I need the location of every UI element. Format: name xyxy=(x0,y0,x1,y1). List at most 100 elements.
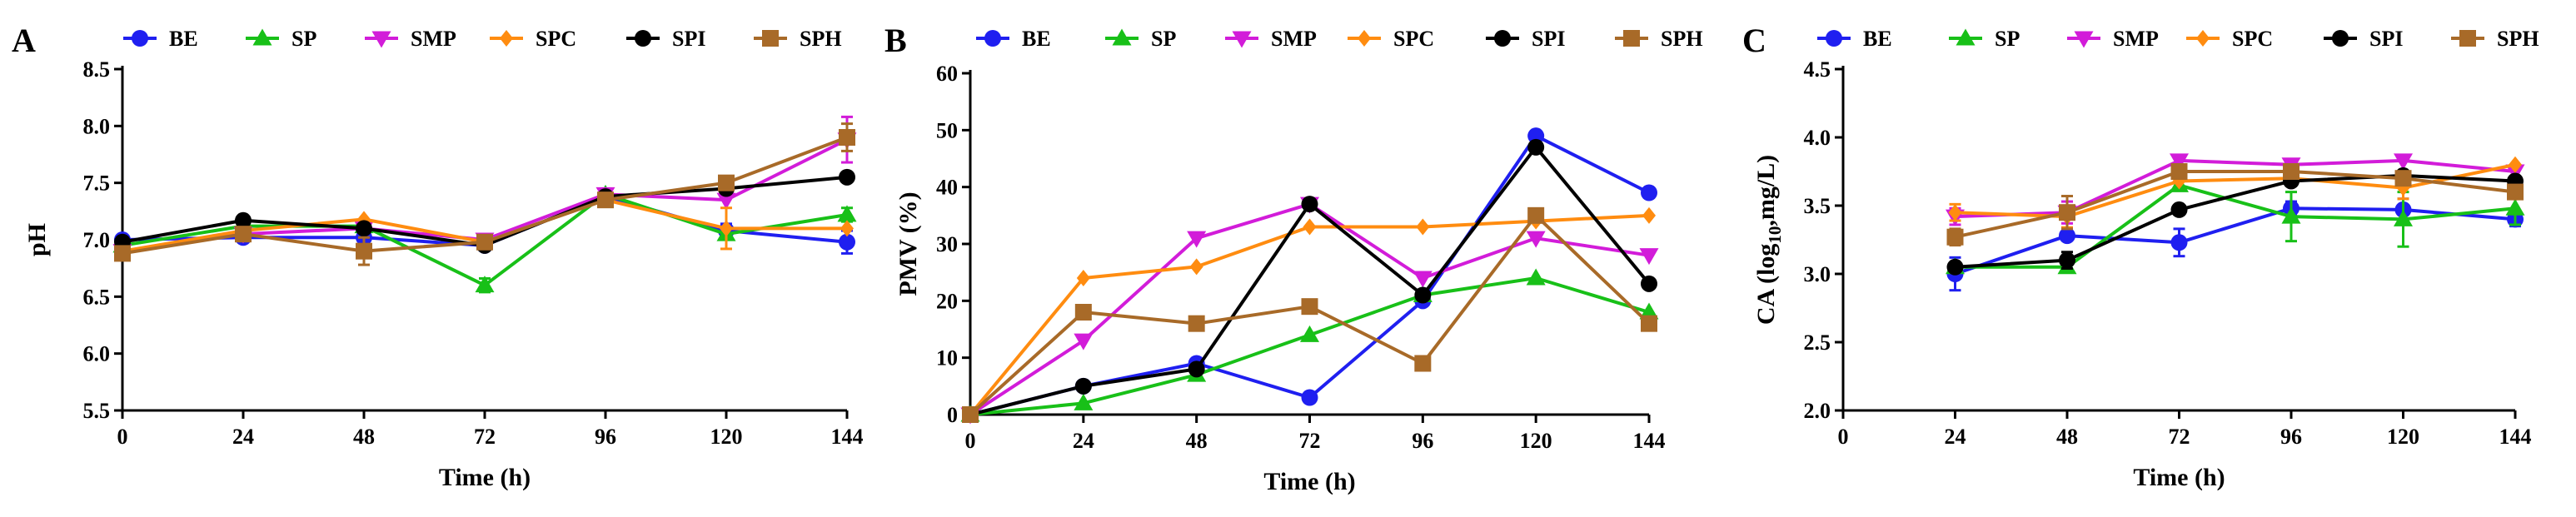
series-line-sp xyxy=(1955,183,2516,269)
data-point-sph xyxy=(1414,355,1432,372)
x-tick-label: 24 xyxy=(1945,425,1966,449)
data-point-sph xyxy=(476,233,493,251)
legend-marker xyxy=(2459,30,2476,47)
data-point-sph xyxy=(2059,204,2075,221)
x-axis-label: Time (h) xyxy=(439,464,531,491)
y-tick-label: 10 xyxy=(936,346,958,370)
data-point-spc xyxy=(840,220,854,237)
legend-label: SP xyxy=(1995,27,2020,51)
x-tick-label: 0 xyxy=(117,425,128,449)
data-point-sph xyxy=(2394,170,2412,187)
y-tick-label: 4.5 xyxy=(1804,57,1831,82)
y-axis-label-main: CA (log xyxy=(1752,244,1780,326)
series-line-spc xyxy=(969,213,1650,416)
legend-label: SPH xyxy=(1661,27,1703,51)
series-line-be xyxy=(1954,206,2516,276)
data-point-sp xyxy=(1639,302,1659,320)
x-tick-label: 120 xyxy=(710,425,743,449)
y-tick-label: 40 xyxy=(936,176,958,200)
y-axis-label: pH xyxy=(23,223,51,256)
data-point-be xyxy=(1301,389,1318,406)
legend-item-sp: SP xyxy=(1949,27,2020,51)
x-tick-label: 0 xyxy=(1838,425,1849,449)
legend-label: SPH xyxy=(800,27,842,51)
data-point-be xyxy=(1641,184,1657,201)
data-point-sp xyxy=(475,276,495,293)
y-tick-label: 50 xyxy=(936,118,958,142)
legend-label: BE xyxy=(169,27,198,51)
legend-item-smp: SMP xyxy=(1225,27,1317,51)
x-tick-label: 48 xyxy=(2056,425,2078,449)
series-line-be xyxy=(969,134,1650,416)
legend-marker xyxy=(371,31,391,48)
y-axis-label-unit: ,mg/L) xyxy=(1752,155,1780,226)
data-point-spc xyxy=(720,220,733,237)
x-tick-label: 48 xyxy=(353,425,375,449)
legend-item-sph: SPH xyxy=(2451,27,2539,51)
y-tick-label: 20 xyxy=(936,289,958,313)
data-point-sp xyxy=(1300,325,1319,342)
data-point-sph xyxy=(356,242,372,260)
y-tick-label: 6.0 xyxy=(83,342,111,366)
x-tick-label: 0 xyxy=(965,429,976,453)
data-point-spi xyxy=(2059,251,2075,269)
legend-item-be: BE xyxy=(976,27,1051,51)
legend-marker xyxy=(2196,30,2210,47)
legend-marker xyxy=(2074,31,2094,48)
legend-label: BE xyxy=(1022,27,1051,51)
data-point-sph xyxy=(114,245,131,262)
y-axis-label: CA (log10,mg/L) xyxy=(1752,155,1785,325)
series-line-smp xyxy=(1955,158,2516,219)
y-tick-label: 8.0 xyxy=(83,114,111,138)
data-point-sp xyxy=(1526,268,1546,286)
data-point-sph xyxy=(962,406,979,423)
panel-a: A 5.5 6.0 6.5 7.0 7.5 8.0 8.5 0 24 48 72 96 120 144 Tim… xyxy=(12,22,864,491)
legend-label: SP xyxy=(291,27,316,51)
legend-marker xyxy=(1232,31,1252,48)
x-tick-label: 144 xyxy=(831,425,864,449)
data-point-smp xyxy=(1187,231,1207,248)
series-spi xyxy=(962,138,1657,423)
data-point-sph xyxy=(839,129,855,146)
legend-marker xyxy=(1956,28,1976,46)
legend-marker xyxy=(1623,30,1640,47)
y-axis-label: PMV (%) xyxy=(894,191,922,296)
legend-label: SPC xyxy=(2232,27,2273,51)
data-point-sph xyxy=(1074,304,1092,321)
legend-label: SPI xyxy=(672,27,705,51)
legend-label: SP xyxy=(1151,27,1176,51)
legend-marker xyxy=(984,30,1001,47)
legend-item-spc: SPC xyxy=(2186,27,2273,51)
x-tick-label: 24 xyxy=(232,425,254,449)
data-point-sph xyxy=(1527,206,1545,224)
data-point-sp xyxy=(2394,209,2413,226)
data-point-sph xyxy=(2507,183,2524,201)
y-tick-label: 6.5 xyxy=(83,285,111,309)
legend-marker xyxy=(1826,30,1842,47)
legend-item-sp: SP xyxy=(246,27,316,51)
data-point-spc xyxy=(1416,218,1430,236)
series-line-sph xyxy=(969,213,1651,416)
y-tick-label: 0 xyxy=(947,403,958,427)
data-point-be xyxy=(1527,127,1545,145)
series-sph xyxy=(1946,163,2524,247)
y-axis-label-subscript: 10 xyxy=(1765,226,1785,244)
data-point-smp xyxy=(716,192,736,210)
data-point-sp xyxy=(2281,206,2301,224)
legend-label: SMP xyxy=(2113,27,2159,51)
data-point-smp xyxy=(2394,153,2413,171)
data-point-spc xyxy=(1189,258,1203,276)
data-point-spi xyxy=(1074,377,1092,395)
data-point-sph xyxy=(1188,315,1205,332)
data-point-spi xyxy=(1301,196,1318,213)
data-point-spi xyxy=(235,211,252,229)
legend-item-smp: SMP xyxy=(365,27,456,51)
panel-letter: A xyxy=(12,22,36,59)
data-point-be xyxy=(2059,227,2075,245)
x-tick-label: 24 xyxy=(1073,429,1094,453)
legend-marker xyxy=(1358,30,1371,47)
data-point-spi xyxy=(2170,201,2188,218)
data-point-be xyxy=(2170,234,2188,251)
data-point-spi xyxy=(1527,138,1545,156)
